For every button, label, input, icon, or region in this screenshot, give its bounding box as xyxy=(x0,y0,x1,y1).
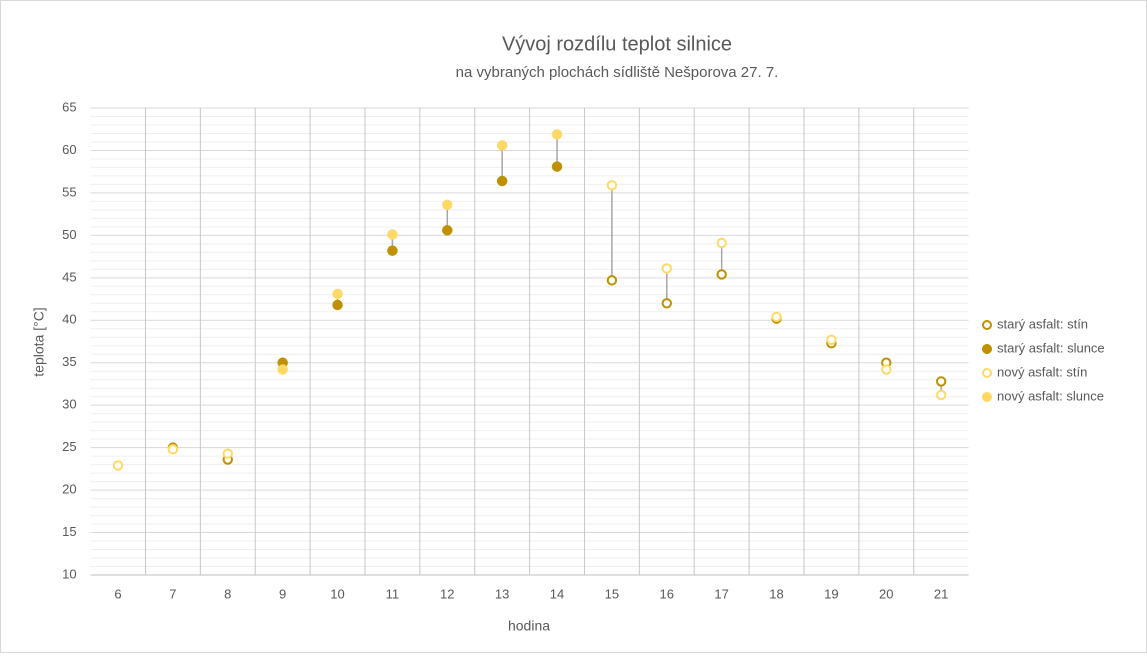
point xyxy=(496,175,508,187)
legend-label: starý asfalt: slunce xyxy=(997,340,1105,355)
chart-title: Vývoj rozdílu teplot silnice xyxy=(502,33,732,55)
legend-label: nový asfalt: stín xyxy=(997,364,1087,379)
point xyxy=(881,364,892,375)
point xyxy=(826,334,837,346)
y-tick-label: 60 xyxy=(62,142,76,157)
x-tick-label: 19 xyxy=(824,586,838,601)
x-axis-label: hodina xyxy=(508,618,550,634)
point xyxy=(716,269,727,280)
y-tick-label: 55 xyxy=(62,184,76,199)
y-tick-label: 30 xyxy=(62,397,76,412)
point xyxy=(332,288,343,300)
x-tick-label: 16 xyxy=(660,586,674,601)
x-tick-label: 10 xyxy=(330,586,344,601)
point xyxy=(935,376,947,387)
y-tick-label: 50 xyxy=(62,227,76,242)
x-tick-label: 15 xyxy=(605,586,619,601)
x-tick-label: 13 xyxy=(495,586,509,601)
point xyxy=(332,299,343,311)
point xyxy=(387,229,398,240)
point xyxy=(551,129,563,140)
x-tick-label: 18 xyxy=(769,586,783,601)
x-tick-label: 7 xyxy=(169,586,176,601)
x-tick-label: 6 xyxy=(114,586,121,601)
point xyxy=(222,448,233,459)
y-tick-label: 25 xyxy=(62,439,76,454)
x-tick-label: 17 xyxy=(714,586,728,601)
x-tick-label: 9 xyxy=(279,586,286,601)
x-tick-label: 14 xyxy=(550,586,564,601)
point xyxy=(112,460,124,471)
point xyxy=(442,225,453,236)
y-tick-label: 65 xyxy=(62,99,76,114)
y-tick-label: 20 xyxy=(62,482,76,497)
y-tick-label: 15 xyxy=(62,524,76,539)
point xyxy=(935,389,947,401)
y-axis-label: teplota [°C] xyxy=(31,307,47,376)
point xyxy=(442,199,453,211)
point xyxy=(277,364,288,375)
x-tick-label: 11 xyxy=(386,586,400,601)
legend-marker xyxy=(982,320,992,330)
point xyxy=(496,140,508,151)
chart-subtitle: na vybraných plochách sídliště Nešporova… xyxy=(456,64,779,81)
point xyxy=(606,180,618,191)
legend-label: nový asfalt: slunce xyxy=(997,388,1104,403)
point xyxy=(771,311,782,323)
point xyxy=(387,245,398,256)
y-tick-label: 10 xyxy=(62,566,76,581)
x-tick-label: 8 xyxy=(224,586,231,601)
y-tick-label: 45 xyxy=(62,269,76,284)
point xyxy=(606,275,618,286)
legend-marker xyxy=(982,368,992,378)
x-tick-label: 21 xyxy=(934,586,948,601)
point xyxy=(661,298,672,309)
point xyxy=(716,237,727,249)
legend-marker xyxy=(981,343,993,355)
legend-label: starý asfalt: stín xyxy=(997,316,1088,331)
point xyxy=(167,444,179,455)
y-tick-label: 35 xyxy=(62,354,76,369)
point xyxy=(661,263,672,274)
x-tick-label: 20 xyxy=(879,586,893,601)
point xyxy=(551,161,563,172)
y-tick-label: 40 xyxy=(62,312,76,327)
legend-marker xyxy=(981,391,993,403)
x-tick-label: 12 xyxy=(440,586,454,601)
